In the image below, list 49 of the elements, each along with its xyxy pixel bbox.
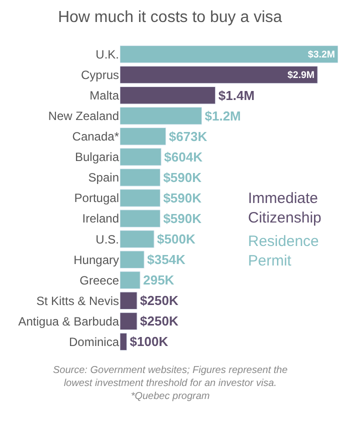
bar bbox=[120, 332, 128, 351]
bar bbox=[120, 230, 154, 248]
data-label: $673K bbox=[168, 128, 208, 144]
data-label: $250K bbox=[140, 314, 179, 329]
y-tick-label: Cyprus bbox=[80, 68, 119, 82]
bar bbox=[120, 128, 166, 146]
y-tick-label: U.S. bbox=[96, 232, 119, 246]
data-label: $1.4M bbox=[218, 88, 255, 103]
data-label: $100K bbox=[130, 334, 169, 350]
data-label: $500K bbox=[157, 232, 196, 247]
bar bbox=[120, 250, 144, 268]
source-note: Source: Government websites; Figures represent the lowest investment threshold for an investor visa. *Quebec program bbox=[53, 365, 288, 402]
bar bbox=[120, 66, 318, 84]
data-label: $2.9M bbox=[287, 70, 315, 82]
data-label: 295K bbox=[143, 272, 175, 288]
bar bbox=[120, 312, 138, 330]
y-tick-label: Ireland bbox=[82, 212, 119, 226]
data-label: $590K bbox=[163, 211, 202, 226]
bar bbox=[120, 86, 216, 104]
data-label: $604K bbox=[164, 149, 204, 164]
data-label: $590K bbox=[163, 190, 202, 206]
y-tick-label: Hungary bbox=[74, 252, 119, 267]
text: Residence Permit bbox=[248, 233, 319, 270]
y-tick-label: Portugal bbox=[74, 191, 119, 206]
data-label: $354K bbox=[147, 252, 186, 268]
bar bbox=[120, 106, 202, 125]
y-tick-label: New Zealand bbox=[48, 109, 119, 124]
data-label: $250K bbox=[140, 293, 179, 308]
y-tick-label: Malta bbox=[90, 88, 120, 103]
bar bbox=[120, 45, 338, 64]
bar bbox=[120, 271, 140, 290]
bar bbox=[120, 292, 138, 310]
y-tick-label: St Kitts & Nevis bbox=[36, 294, 119, 308]
y-tick-label: Antigua & Barbuda bbox=[18, 314, 120, 328]
bar bbox=[120, 168, 160, 186]
y-tick-label: Spain bbox=[88, 170, 119, 185]
y-tick-label: Dominica bbox=[68, 334, 120, 349]
bar bbox=[120, 210, 160, 228]
bar bbox=[120, 189, 160, 207]
chart-title: How much it costs to buy a visa bbox=[58, 9, 282, 26]
data-label: $3.2M bbox=[308, 50, 335, 61]
data-label: $1.2M bbox=[204, 108, 241, 124]
data-label: $590K bbox=[163, 170, 202, 185]
bar bbox=[120, 148, 162, 166]
y-tick-label: U.K. bbox=[96, 47, 119, 62]
y-tick-label: Greece bbox=[80, 273, 120, 288]
y-tick-label: Bulgaria bbox=[74, 150, 120, 164]
y-tick-label: Canada* bbox=[72, 130, 120, 144]
text: Immediate Citizenship bbox=[248, 190, 322, 226]
